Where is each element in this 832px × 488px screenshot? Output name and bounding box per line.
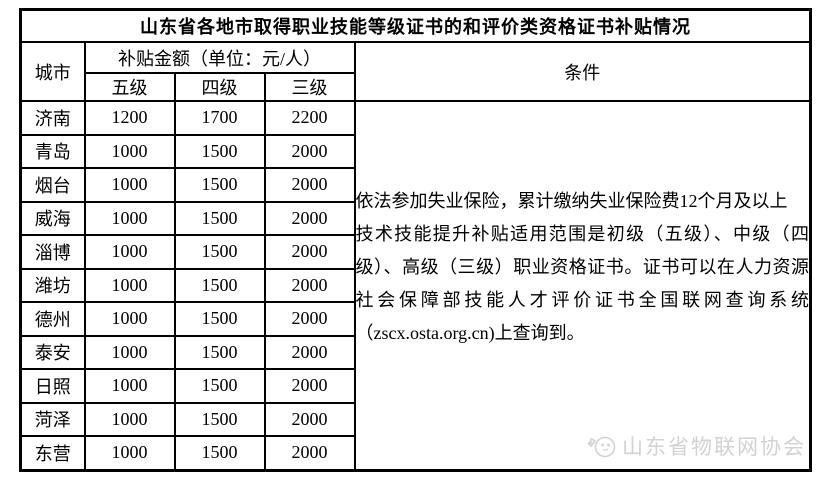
table-row: 日照 1000 1500 2000 xyxy=(19,368,811,404)
value-cell-l5: 1000 xyxy=(83,435,176,471)
col-header-level-5: 五级 xyxy=(83,72,176,102)
condition-text: 依法参加失业保险，累计缴纳失业保险费12个月及以上 技术技能提升补贴适用范围是初… xyxy=(355,185,810,350)
table-row: 泰安 1000 1500 2000 xyxy=(19,334,811,370)
value-cell-l3: 2000 xyxy=(263,167,356,203)
col-header-subsidy-group: 补贴金额（单位：元/人） xyxy=(83,41,356,74)
value-cell-l4: 1500 xyxy=(173,334,266,370)
value-cell-l3: 2000 xyxy=(263,435,356,471)
col-header-city: 城市 xyxy=(19,41,86,102)
value-cell-l4: 1500 xyxy=(173,133,266,169)
city-cell: 淄博 xyxy=(19,234,86,270)
condition-cell: 依法参加失业保险，累计缴纳失业保险费12个月及以上 技术技能提升补贴适用范围是初… xyxy=(353,100,812,471)
city-cell: 青岛 xyxy=(19,133,86,169)
value-cell-l4: 1500 xyxy=(173,301,266,337)
value-cell-l3: 2000 xyxy=(263,267,356,303)
value-cell-l5: 1000 xyxy=(83,167,176,203)
table-row: 东营 1000 1500 2000 xyxy=(19,435,811,471)
value-cell-l3: 2000 xyxy=(263,368,356,404)
table-row: 济南 1200 1700 2200 依法参加失业保险，累计缴纳失业保险费12个月… xyxy=(19,100,812,471)
col-header-level-4: 四级 xyxy=(173,72,266,102)
city-cell: 德州 xyxy=(19,301,86,337)
watermark: 山东省物联网协会 xyxy=(585,431,806,461)
value-cell-l4: 1500 xyxy=(173,267,266,303)
value-cell-l4: 1500 xyxy=(173,234,266,270)
city-cell: 菏泽 xyxy=(19,401,86,437)
header-row-group: 城市 补贴金额（单位：元/人） 条件 xyxy=(19,41,812,102)
table-row: 淄博 1000 1500 2000 xyxy=(19,234,811,270)
value-cell-l3: 2000 xyxy=(263,334,356,370)
value-cell-l3: 2000 xyxy=(263,301,356,337)
condition-paragraph: 技术技能提升补贴适用范围是初级（五级）、中级（四级）、高级（三级）职业资格证书。… xyxy=(355,223,810,343)
table-title: 山东省各地市取得职业技能等级证书的和评价类资格证书补贴情况 xyxy=(19,8,812,43)
table-row: 德州 1000 1500 2000 xyxy=(19,301,811,337)
city-cell: 烟台 xyxy=(19,167,86,203)
city-cell: 东营 xyxy=(19,435,86,471)
value-cell-l3: 2200 xyxy=(263,100,356,136)
value-cell-l5: 1000 xyxy=(83,301,176,337)
header-row-levels: 五级 四级 三级 xyxy=(21,72,811,102)
city-cell: 济南 xyxy=(19,100,86,136)
value-cell-l4: 1500 xyxy=(173,401,266,437)
col-header-level-3: 三级 xyxy=(263,72,356,102)
value-cell-l5: 1000 xyxy=(83,334,176,370)
watermark-text: 山东省物联网协会 xyxy=(622,434,807,459)
table-row: 潍坊 1000 1500 2000 xyxy=(19,267,811,303)
value-cell-l3: 2000 xyxy=(263,133,356,169)
value-cell-l5: 1000 xyxy=(83,200,176,236)
table-row: 菏泽 1000 1500 2000 xyxy=(19,401,811,437)
value-cell-l4: 1500 xyxy=(173,368,266,404)
bird-logo-icon xyxy=(585,432,619,460)
value-cell-l5: 1000 xyxy=(83,401,176,437)
value-cell-l4: 1500 xyxy=(173,435,266,471)
value-cell-l5: 1000 xyxy=(83,133,176,169)
city-cell: 潍坊 xyxy=(19,267,86,303)
col-header-condition: 条件 xyxy=(353,41,812,102)
city-cell: 日照 xyxy=(19,368,86,404)
value-cell-l4: 1500 xyxy=(173,200,266,236)
title-row: 山东省各地市取得职业技能等级证书的和评价类资格证书补贴情况 xyxy=(19,8,812,43)
city-cell: 泰安 xyxy=(19,334,86,370)
value-cell-l5: 1000 xyxy=(83,267,176,303)
subsidy-table: 山东省各地市取得职业技能等级证书的和评价类资格证书补贴情况 城市 补贴金额（单位… xyxy=(19,8,813,472)
value-cell-l3: 2000 xyxy=(263,234,356,270)
value-cell-l4: 1500 xyxy=(173,167,266,203)
value-cell-l5: 1000 xyxy=(83,368,176,404)
condition-paragraph: 依法参加失业保险，累计缴纳失业保险费12个月及以上 xyxy=(355,190,788,211)
value-cell-l3: 2000 xyxy=(263,200,356,236)
table-row: 烟台 1000 1500 2000 xyxy=(19,167,811,203)
table-row: 威海 1000 1500 2000 xyxy=(19,200,811,236)
table-row: 青岛 1000 1500 2000 xyxy=(19,133,811,169)
city-cell: 威海 xyxy=(19,200,86,236)
value-cell-l5: 1200 xyxy=(83,100,176,136)
value-cell-l5: 1000 xyxy=(83,234,176,270)
value-cell-l4: 1700 xyxy=(173,100,266,136)
value-cell-l3: 2000 xyxy=(263,401,356,437)
